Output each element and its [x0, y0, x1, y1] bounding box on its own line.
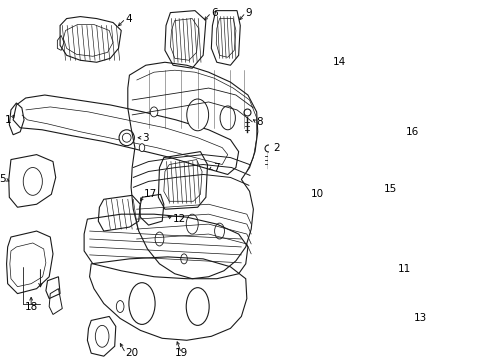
Text: 8: 8 — [256, 117, 263, 127]
Text: 6: 6 — [211, 8, 218, 18]
Text: 11: 11 — [397, 264, 410, 274]
Ellipse shape — [220, 106, 235, 130]
Ellipse shape — [119, 130, 134, 146]
Text: 17: 17 — [144, 189, 157, 199]
Text: 5: 5 — [0, 175, 5, 184]
Ellipse shape — [129, 283, 155, 324]
Text: 15: 15 — [383, 184, 396, 194]
Ellipse shape — [122, 133, 131, 142]
Text: 1: 1 — [4, 115, 11, 125]
Text: 18: 18 — [24, 302, 38, 311]
Ellipse shape — [139, 144, 144, 152]
Text: 10: 10 — [311, 189, 324, 199]
Ellipse shape — [95, 325, 109, 347]
Ellipse shape — [186, 288, 209, 325]
Ellipse shape — [23, 167, 42, 195]
Text: 13: 13 — [413, 314, 427, 323]
Ellipse shape — [186, 214, 198, 234]
Text: 19: 19 — [174, 348, 187, 358]
Ellipse shape — [181, 254, 187, 264]
Text: 3: 3 — [142, 133, 148, 143]
Ellipse shape — [186, 99, 208, 131]
Text: 12: 12 — [173, 214, 186, 224]
Text: 4: 4 — [125, 14, 132, 23]
Ellipse shape — [116, 301, 124, 312]
Ellipse shape — [214, 223, 224, 239]
Text: 16: 16 — [406, 127, 419, 137]
Ellipse shape — [155, 232, 163, 246]
Text: 14: 14 — [332, 57, 346, 67]
Text: 2: 2 — [272, 143, 279, 153]
Text: 9: 9 — [245, 8, 252, 18]
Text: 20: 20 — [125, 348, 139, 358]
Text: 7: 7 — [213, 162, 219, 172]
Ellipse shape — [150, 107, 158, 117]
